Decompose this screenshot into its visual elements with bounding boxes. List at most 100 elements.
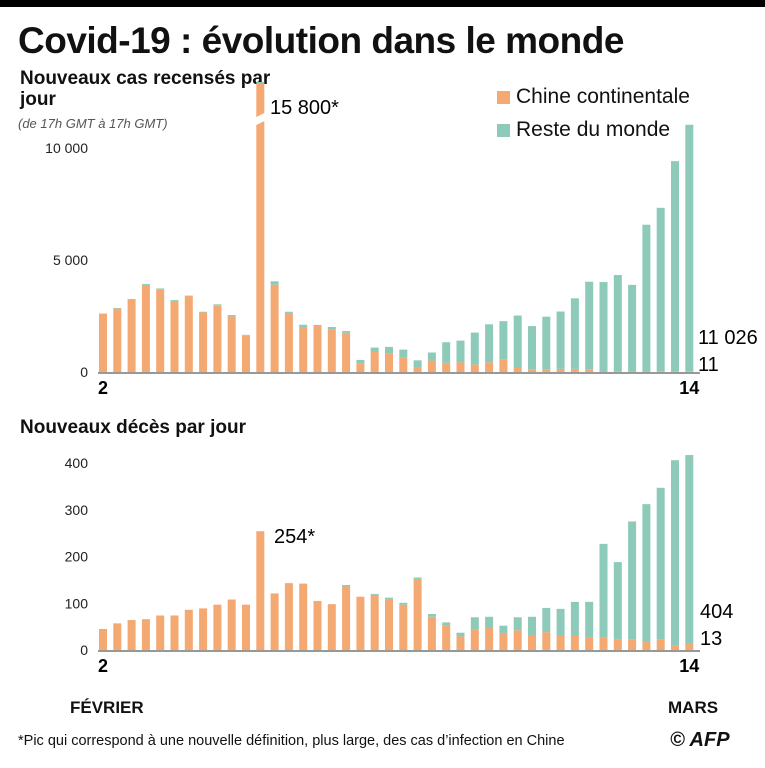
cases-bar-rest [542, 316, 551, 370]
cases-bar-rest [284, 311, 293, 313]
cases-bar-rest [656, 207, 665, 372]
deaths-bar-china [213, 604, 222, 650]
cases-bar-china [127, 299, 136, 372]
deaths-bar-china [685, 643, 694, 650]
cases-bar-china [270, 284, 279, 372]
cases-bar-china [327, 329, 336, 372]
deaths-bar-rest [671, 460, 679, 646]
deaths-bar-rest [528, 616, 536, 636]
cases-x-last-label: 14 [679, 378, 699, 398]
deaths-y-tick: 0 [80, 642, 88, 658]
deaths-bar-china [256, 531, 265, 650]
axis-break-mark [254, 112, 267, 126]
cases-bar-rest [213, 304, 222, 306]
deaths-last-china-label: 13 [700, 628, 722, 650]
cases-bar-rest [585, 281, 594, 370]
page-title: Covid-19 : évolution dans le monde [18, 20, 624, 61]
cases-bar-rest [570, 298, 579, 369]
cases-bar-rest [313, 324, 322, 327]
legend-item-china: Chine continentale [497, 85, 690, 109]
cases-bar-china [499, 359, 508, 372]
cases-bar-china [170, 301, 179, 372]
deaths-bar-china [427, 616, 436, 650]
cases-y-tick: 10 000 [45, 140, 88, 156]
cases-bar-rest [256, 82, 265, 84]
deaths-bar-rest [613, 562, 622, 640]
cases-bar-rest [170, 300, 179, 302]
footnote: *Pic qui correspond à une nouvelle défin… [18, 733, 565, 749]
cases-bar-china [356, 363, 365, 372]
cases-bar-china [413, 367, 422, 372]
cases-bar-china [542, 369, 551, 372]
deaths-bar-china [485, 628, 494, 650]
cases-bar-rest [113, 307, 122, 309]
deaths-bar-rest [570, 601, 579, 636]
deaths-bar-rest [599, 543, 608, 638]
cases-last-china-label: 11 [698, 354, 719, 376]
deaths-bar-china [242, 604, 250, 650]
cases-bar-china [385, 353, 393, 372]
cases-bar-china [141, 284, 150, 372]
deaths-bar-china [227, 599, 236, 650]
deaths-bar-china [613, 639, 622, 650]
cases-bar-china [342, 332, 351, 372]
cases-bar-china [113, 308, 122, 372]
deaths-bar-rest [470, 617, 479, 630]
deaths-bar-china [299, 583, 308, 650]
cases-bar-china [599, 370, 608, 372]
deaths-bar-china [528, 635, 536, 650]
deaths-bar-china [470, 629, 479, 650]
cases-bar-rest [413, 360, 422, 368]
deaths-bar-china [156, 615, 165, 650]
deaths-bar-rest [685, 455, 694, 644]
deaths-bar-china [342, 586, 351, 650]
cases-chart-subtitle: (de 17h GMT à 17h GMT) [18, 116, 168, 131]
deaths-last-rest-label: 404 [700, 601, 733, 623]
deaths-bar-rest [656, 487, 665, 640]
cases-bar-china [485, 362, 494, 372]
deaths-bar-china [327, 604, 336, 650]
deaths-bar-rest [485, 616, 494, 629]
cases-bar-rest [385, 346, 393, 354]
cases-bar-china [556, 368, 565, 372]
cases-bar-rest [270, 281, 279, 285]
deaths-y-tick: 400 [65, 455, 89, 471]
cases-bar-china [156, 289, 165, 372]
cases-bar-rest [427, 352, 436, 361]
cases-bar-china [585, 369, 594, 372]
legend-label-rest: Reste du monde [516, 118, 671, 141]
deaths-bar-rest [513, 617, 522, 631]
cases-bar-china [99, 313, 107, 372]
cases-bar-rest [456, 340, 465, 363]
cases-bar-china [442, 362, 451, 372]
deaths-bar-china [642, 642, 651, 650]
cases-bar-china [213, 305, 222, 372]
cases-bar-rest [442, 342, 451, 363]
deaths-bar-rest [556, 608, 565, 636]
afp-logo: © AFP [670, 729, 730, 751]
cases-bar-rest [370, 347, 379, 353]
legend-swatch-rest [497, 123, 510, 137]
cases-bar-rest [556, 311, 565, 369]
deaths-bar-rest [585, 601, 594, 637]
deaths-bar-rest [499, 625, 508, 634]
cases-bar-rest [356, 359, 365, 364]
deaths-bar-rest [342, 585, 351, 587]
deaths-bar-china [542, 632, 551, 650]
deaths-y-tick: 100 [65, 595, 89, 611]
deaths-y-tick: 300 [65, 502, 89, 518]
deaths-bar-china [456, 636, 465, 650]
deaths-bar-china [170, 615, 179, 650]
deaths-y-tick: 200 [65, 549, 89, 565]
cases-bar-rest [485, 324, 494, 363]
cases-bar-rest [685, 124, 694, 372]
legend-label-china: Chine continentale [516, 85, 690, 108]
cases-bar-china [199, 312, 208, 372]
legend-item-rest: Reste du monde [497, 118, 670, 142]
cases-bar-china [284, 312, 293, 372]
deaths-bar-china [556, 635, 565, 650]
deaths-bar-china [413, 579, 422, 650]
cases-bar-china [528, 369, 536, 372]
deaths-peak-label: 254* [274, 526, 315, 548]
deaths-bar-china [599, 637, 608, 650]
